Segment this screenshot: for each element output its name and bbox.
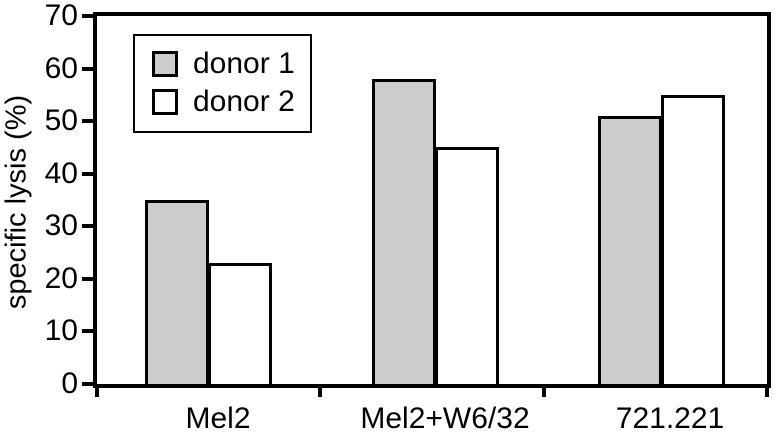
y-tick-mark-20 <box>82 276 94 281</box>
y-tick-label-40: 40 <box>44 156 78 190</box>
y-tick-label-10: 10 <box>44 314 78 348</box>
bar-721.221-donor-1 <box>598 116 662 384</box>
y-tick-label-30: 30 <box>44 209 78 243</box>
y-tick-label-70: 70 <box>44 0 78 32</box>
legend-swatch-donor-2 <box>152 89 178 115</box>
y-tick-label-20: 20 <box>44 261 78 295</box>
legend-item-donor-2: donor 2 <box>152 87 302 117</box>
legend: donor 1 donor 2 <box>133 34 312 133</box>
y-tick-mark-60 <box>82 66 94 71</box>
bar-721.221-donor-2 <box>661 95 725 384</box>
y-tick-mark-40 <box>82 171 94 176</box>
legend-label-donor-1: donor 1 <box>193 47 295 80</box>
y-tick-mark-30 <box>82 224 94 229</box>
bar-mel2-donor-2 <box>208 263 272 384</box>
y-tick-mark-50 <box>82 119 94 124</box>
bar-mel2-donor-1 <box>145 200 209 384</box>
bars-layer <box>97 16 767 384</box>
y-tick-label-50: 50 <box>44 104 78 138</box>
x-tick-mark-3 <box>765 388 769 397</box>
y-tick-label-0: 0 <box>61 367 78 400</box>
x-category-label-mel2: Mel2 <box>185 402 251 435</box>
y-tick-mark-70 <box>82 14 94 18</box>
x-tick-mark-0 <box>95 388 99 397</box>
plot-area: donor 1 donor 2 <box>93 12 771 388</box>
x-tick-mark-2 <box>541 388 546 397</box>
y-tick-mark-0 <box>82 382 94 386</box>
x-category-label-mel2-w6-32: Mel2+W6/32 <box>360 402 530 435</box>
y-tick-mark-10 <box>82 329 94 334</box>
legend-swatch-donor-1 <box>152 51 178 77</box>
y-tick-label-60: 60 <box>44 51 78 85</box>
x-category-label-721.221: 721.221 <box>615 402 725 435</box>
legend-item-donor-1: donor 1 <box>152 49 302 79</box>
x-tick-mark-1 <box>318 388 323 397</box>
bar-mel2-w6-32-donor-1 <box>372 79 436 384</box>
bar-mel2-w6-32-donor-2 <box>435 147 499 384</box>
legend-label-donor-2: donor 2 <box>193 85 295 118</box>
